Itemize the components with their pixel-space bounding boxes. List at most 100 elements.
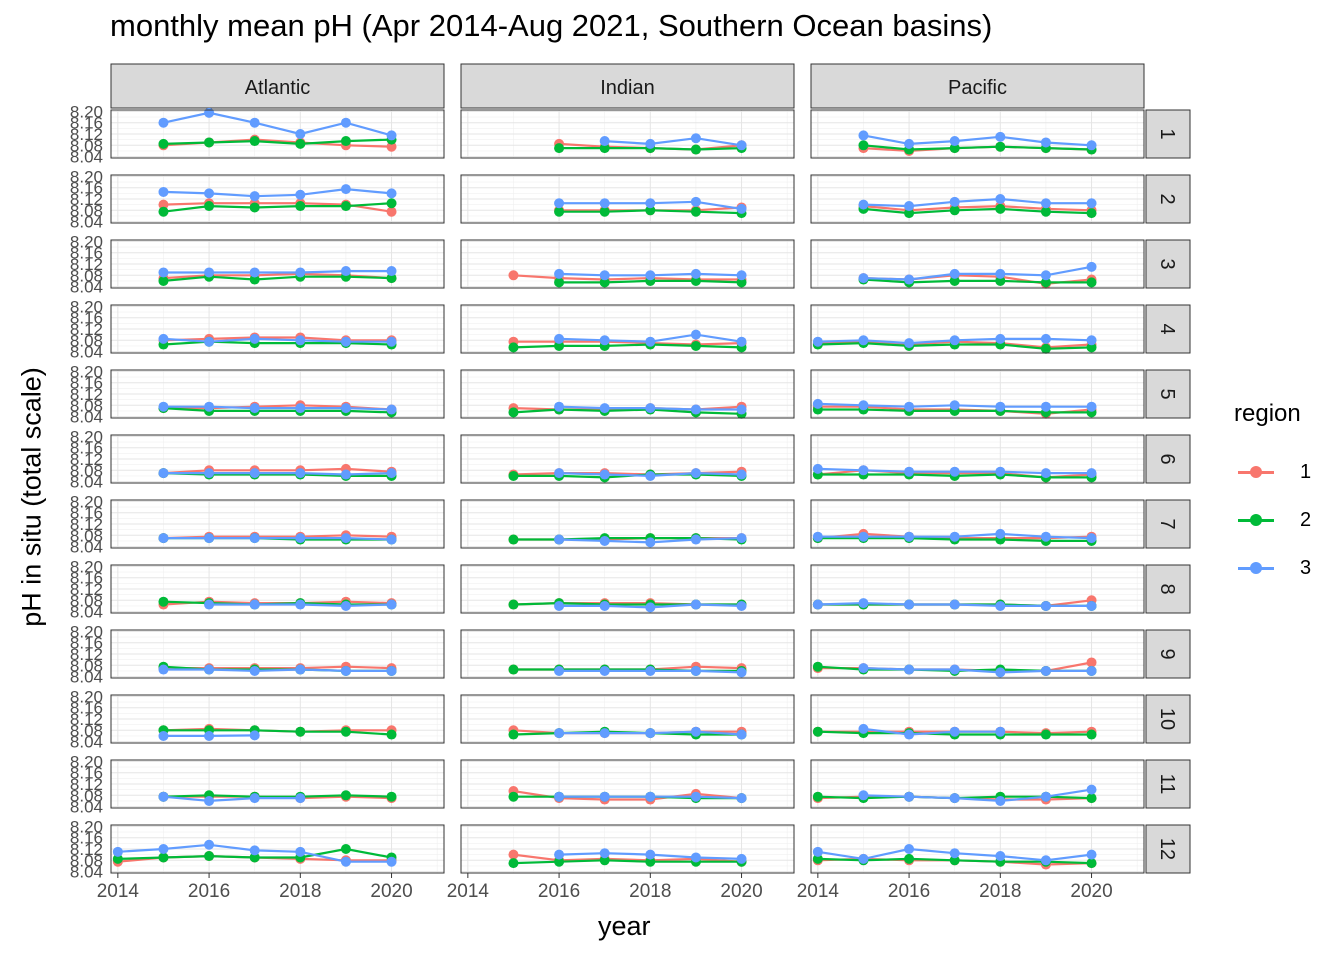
data-point-region-3 bbox=[736, 793, 747, 804]
data-point-region-3 bbox=[158, 791, 169, 802]
facet-strip-label: 6 bbox=[1156, 453, 1178, 464]
series-line-region-1 bbox=[513, 274, 742, 281]
data-point-region-3 bbox=[858, 531, 869, 542]
panel-border bbox=[460, 564, 795, 614]
data-point-region-3 bbox=[690, 329, 701, 340]
data-point-region-3 bbox=[858, 400, 869, 411]
data-point-region-3 bbox=[690, 133, 701, 144]
data-point-region-3 bbox=[1086, 533, 1097, 544]
data-point-region-3 bbox=[904, 599, 915, 610]
data-point-region-2 bbox=[949, 855, 960, 866]
series-line-region-2 bbox=[513, 408, 742, 415]
data-point-region-3 bbox=[1086, 665, 1097, 676]
data-point-region-3 bbox=[249, 665, 260, 676]
y-tick-label: 8.04 bbox=[70, 343, 103, 362]
panel-border bbox=[810, 304, 1145, 354]
data-point-region-3 bbox=[249, 267, 260, 278]
data-point-region-1 bbox=[158, 199, 169, 210]
data-point-region-2 bbox=[949, 143, 960, 154]
data-point-region-3 bbox=[858, 130, 869, 141]
data-point-region-3 bbox=[995, 667, 1006, 678]
data-point-region-2 bbox=[158, 275, 169, 286]
facet-strip-month-7 bbox=[1145, 499, 1191, 549]
data-point-region-2 bbox=[1040, 729, 1051, 740]
data-point-region-3 bbox=[690, 468, 701, 479]
data-point-region-3 bbox=[1040, 333, 1051, 344]
y-tick-label: 8.04 bbox=[70, 798, 103, 817]
data-point-region-3 bbox=[645, 537, 656, 548]
y-tick-label: 8.16 bbox=[70, 504, 103, 523]
panel-border bbox=[110, 824, 445, 874]
data-point-region-3 bbox=[554, 333, 565, 344]
data-point-region-3 bbox=[599, 403, 610, 414]
data-point-region-2 bbox=[249, 202, 260, 213]
y-tick-label: 8.12 bbox=[70, 645, 103, 664]
data-point-region-3 bbox=[904, 729, 915, 740]
data-point-region-3 bbox=[554, 728, 565, 739]
data-point-region-2 bbox=[1040, 277, 1051, 288]
data-point-region-3 bbox=[599, 665, 610, 676]
data-point-region-3 bbox=[812, 531, 823, 542]
legend-swatch-2 bbox=[1234, 498, 1278, 542]
data-point-region-3 bbox=[340, 266, 351, 277]
y-tick-label: 8.16 bbox=[70, 569, 103, 588]
facet-strip-month-12 bbox=[1145, 824, 1191, 874]
y-tick-label: 8.20 bbox=[70, 622, 103, 641]
data-point-region-2 bbox=[204, 201, 215, 212]
panel-border bbox=[460, 369, 795, 419]
data-point-region-3 bbox=[1040, 270, 1051, 281]
data-point-region-2 bbox=[858, 140, 869, 151]
facet-strip-month-6 bbox=[1145, 434, 1191, 484]
facet-strip-label: 11 bbox=[1156, 774, 1178, 795]
data-point-region-3 bbox=[995, 194, 1006, 204]
data-point-region-2 bbox=[995, 275, 1006, 286]
data-point-region-3 bbox=[1086, 140, 1097, 151]
data-point-region-1 bbox=[386, 206, 397, 217]
data-point-region-3 bbox=[295, 468, 306, 479]
data-point-region-3 bbox=[736, 600, 747, 611]
series-line-region-2 bbox=[513, 343, 742, 349]
series-line-region-3 bbox=[163, 668, 392, 673]
panel-border bbox=[110, 759, 445, 809]
data-point-region-3 bbox=[1086, 261, 1097, 272]
y-tick-label: 8.16 bbox=[70, 439, 103, 458]
data-point-region-2 bbox=[386, 729, 397, 740]
y-tick-label: 8.20 bbox=[70, 102, 103, 121]
data-point-region-3 bbox=[340, 403, 351, 414]
facet-strip-label: 8 bbox=[1156, 583, 1178, 594]
data-point-region-3 bbox=[599, 791, 610, 802]
data-point-region-3 bbox=[995, 851, 1006, 862]
y-tick-label: 8.16 bbox=[70, 699, 103, 718]
data-point-region-3 bbox=[249, 468, 260, 479]
data-point-region-2 bbox=[812, 791, 823, 802]
data-point-region-3 bbox=[295, 189, 306, 200]
data-point-region-3 bbox=[554, 791, 565, 802]
data-point-region-3 bbox=[736, 533, 747, 544]
data-point-region-3 bbox=[386, 856, 397, 867]
panel-border bbox=[810, 434, 1145, 484]
data-point-region-3 bbox=[204, 599, 215, 610]
series-line-region-2 bbox=[863, 278, 1092, 284]
series-line-region-2 bbox=[513, 859, 742, 865]
data-point-region-3 bbox=[1040, 137, 1051, 148]
data-point-region-3 bbox=[599, 335, 610, 346]
data-point-region-3 bbox=[204, 664, 215, 675]
y-tick-label: 8.16 bbox=[70, 764, 103, 783]
y-tick-label: 8.08 bbox=[70, 266, 103, 285]
data-point-region-3 bbox=[645, 849, 656, 860]
data-point-region-2 bbox=[599, 143, 610, 154]
data-point-region-3 bbox=[386, 266, 397, 277]
data-point-region-3 bbox=[158, 664, 169, 675]
data-point-region-1 bbox=[386, 141, 397, 152]
data-point-region-3 bbox=[340, 117, 351, 128]
data-point-region-3 bbox=[949, 848, 960, 859]
y-tick-label: 8.20 bbox=[70, 427, 103, 446]
data-point-region-3 bbox=[554, 198, 565, 209]
x-tick-label: 2014 bbox=[97, 881, 140, 902]
data-point-region-2 bbox=[904, 208, 915, 219]
data-point-region-3 bbox=[690, 599, 701, 610]
series-line-region-1 bbox=[513, 340, 742, 346]
data-point-region-3 bbox=[295, 533, 306, 544]
series-line-region-3 bbox=[163, 795, 301, 803]
facet-strip-label: 10 bbox=[1156, 708, 1178, 730]
